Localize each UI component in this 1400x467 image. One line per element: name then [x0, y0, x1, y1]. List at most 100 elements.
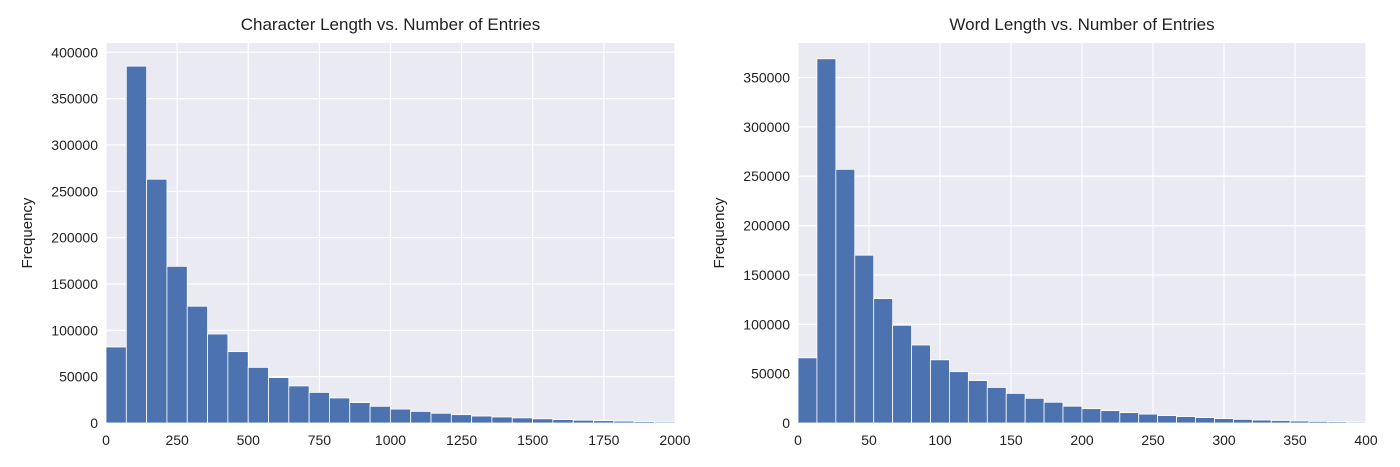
histogram-bar — [146, 178, 168, 424]
histogram-bar — [967, 380, 988, 424]
y-tick-label: 300000 — [743, 119, 790, 135]
histogram-bar — [892, 324, 912, 424]
histogram-bar — [247, 366, 269, 424]
x-tick-label: 200 — [1070, 432, 1094, 448]
histogram-bar — [369, 405, 391, 424]
x-tick-label: 750 — [308, 432, 332, 448]
histogram-bar — [430, 412, 452, 424]
y-tick-label: 100000 — [743, 316, 790, 332]
y-tick-label: 200000 — [743, 218, 790, 234]
histogram-bar — [268, 377, 290, 424]
chart-title: Word Length vs. Number of Entries — [949, 15, 1214, 34]
y-tick-labels: 0 50000 100000 150000 200000 250000 300000 3500… — [51, 44, 98, 431]
histogram-bar — [1043, 401, 1064, 424]
histogram-bars — [105, 65, 676, 424]
x-tick-label: 250 — [165, 432, 189, 448]
histogram-bar — [1119, 412, 1140, 424]
y-tick-label: 250000 — [51, 183, 98, 199]
y-tick-label: 0 — [782, 415, 790, 431]
y-axis-label: Frequency — [711, 197, 728, 268]
histogram-bar — [873, 298, 894, 424]
y-tick-label: 150000 — [743, 267, 790, 283]
x-tick-label: 0 — [102, 432, 110, 448]
y-tick-label: 350000 — [51, 91, 98, 107]
histogram-bar — [1176, 416, 1196, 424]
y-tick-label: 300000 — [51, 137, 98, 153]
y-tick-label: 100000 — [51, 322, 98, 338]
histogram-bar — [288, 385, 310, 424]
chart-title: Character Length vs. Number of Entries — [241, 15, 541, 34]
histogram-bar — [532, 418, 554, 424]
histogram-bar — [797, 357, 818, 424]
y-tick-label: 400000 — [51, 44, 98, 60]
histogram-bar — [986, 387, 1007, 424]
x-tick-label: 1500 — [517, 432, 548, 448]
histogram-bar — [166, 265, 188, 424]
x-tick-label: 500 — [237, 432, 261, 448]
x-tick-label: 0 — [794, 432, 802, 448]
histogram-bar — [207, 333, 229, 424]
x-tick-label: 2000 — [659, 432, 690, 448]
y-tick-label: 200000 — [51, 230, 98, 246]
histogram-bar — [552, 419, 574, 424]
histogram-bar — [593, 420, 615, 424]
histogram-bar — [633, 421, 655, 424]
histogram-bar — [491, 416, 513, 424]
histogram-bars — [797, 58, 1367, 424]
x-tick-labels: 0 50 100 150 200 250 300 350 400 — [794, 432, 1378, 448]
histogram-bar — [471, 415, 493, 424]
histogram-bar — [308, 392, 330, 424]
histogram-bar — [911, 344, 931, 424]
x-tick-label: 250 — [1141, 432, 1165, 448]
histogram-bar — [186, 305, 208, 424]
histogram-bar — [854, 254, 875, 424]
histogram-bar — [1270, 420, 1291, 424]
y-tick-label: 0 — [90, 415, 98, 431]
y-tick-label: 350000 — [743, 70, 790, 86]
histogram-bar — [1195, 417, 1215, 424]
histogram-bar — [125, 65, 148, 424]
histogram-bar — [1327, 421, 1348, 424]
histogram-bar — [949, 371, 969, 424]
histogram-bar — [654, 421, 676, 424]
histogram-bar — [389, 408, 412, 424]
histogram-bar — [1024, 397, 1045, 424]
histogram-bar — [1308, 421, 1329, 424]
x-tick-label: 50 — [861, 432, 877, 448]
x-tick-label: 300 — [1212, 432, 1236, 448]
histogram-bar — [1138, 413, 1159, 424]
histogram-bar — [105, 346, 127, 424]
histogram-bar — [511, 417, 533, 424]
character-length-histogram: 0 250 500 750 1000 1250 1500 1750 2000 0 50000 100… — [19, 15, 691, 448]
x-tick-label: 100 — [928, 432, 952, 448]
word-length-histogram: 0 50 100 150 200 250 300 350 400 0 50000 100000 150… — [711, 15, 1378, 448]
y-tick-label: 150000 — [51, 276, 98, 292]
histogram-bar — [1100, 410, 1121, 424]
histogram-bar — [227, 351, 249, 424]
histogram-bar — [410, 411, 432, 424]
histogram-bar — [1289, 420, 1310, 424]
y-axis-label: Frequency — [19, 197, 36, 268]
y-tick-label: 50000 — [751, 366, 790, 382]
histogram-bar — [572, 419, 594, 424]
histogram-bar — [1214, 418, 1234, 424]
x-tick-label: 150 — [999, 432, 1023, 448]
histogram-bar — [816, 58, 837, 424]
histogram-bar — [930, 359, 950, 424]
histogram-bar — [329, 397, 351, 424]
x-tick-label: 1000 — [375, 432, 406, 448]
y-tick-labels: 0 50000 100000 150000 200000 250000 300000 3500… — [743, 70, 790, 431]
histogram-bar — [450, 414, 473, 424]
histogram-bar — [1005, 392, 1026, 424]
histogram-bar — [1251, 419, 1272, 424]
x-tick-label: 1250 — [446, 432, 477, 448]
x-tick-labels: 0 250 500 750 1000 1250 1500 1750 2000 — [102, 432, 691, 448]
histogram-bar — [1346, 421, 1367, 424]
y-tick-label: 250000 — [743, 168, 790, 184]
histogram-bar — [1157, 415, 1177, 424]
histogram-bar — [1081, 408, 1102, 424]
y-tick-label: 50000 — [59, 369, 98, 385]
x-tick-label: 400 — [1354, 432, 1378, 448]
